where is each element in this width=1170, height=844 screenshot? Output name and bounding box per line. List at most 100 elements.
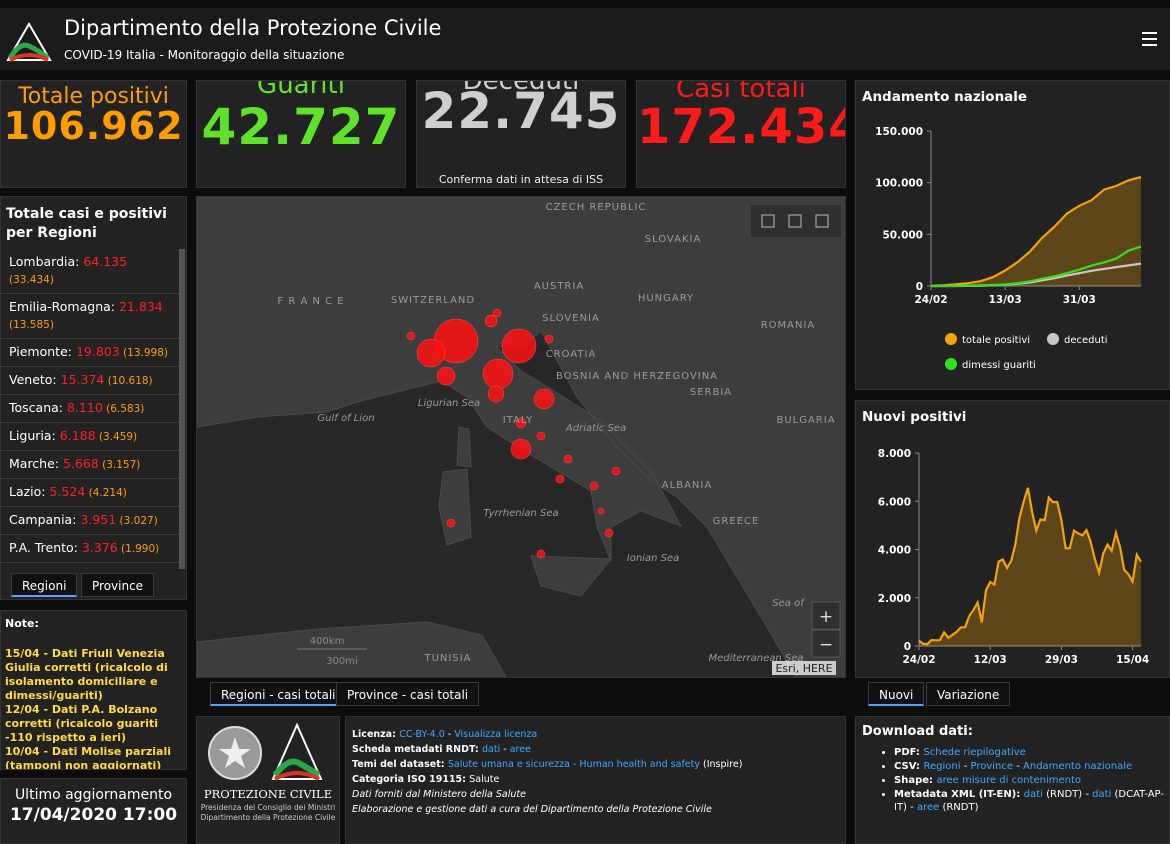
text-segment[interactable]: dati	[1092, 789, 1112, 800]
toolbar-icon	[788, 214, 802, 228]
map-label: CROATIA	[546, 349, 597, 360]
x-tick-label: 31/03	[1063, 294, 1096, 306]
map-label: GREECE	[713, 516, 760, 527]
text-segment: Metadata XML (IT-EN):	[894, 789, 1024, 800]
note-line: 10/04 - Dati Molise parziali (tamponi no…	[5, 745, 172, 770]
map-bubble	[406, 331, 416, 341]
kpi-panel: Totale positivi 106.962	[0, 80, 187, 188]
x-tick-label: 29/03	[1045, 654, 1078, 666]
region-positive: (6.583)	[102, 403, 145, 415]
text-segment: CSV:	[894, 761, 924, 772]
text-segment[interactable]: dati	[482, 744, 501, 755]
y-tick-label: 6.000	[878, 496, 911, 508]
zoom-label[interactable]: −	[819, 635, 833, 655]
text-segment[interactable]: Province	[970, 761, 1014, 772]
regions-tab[interactable]: Province	[81, 573, 155, 597]
logo-name: PROTEZIONE CIVILE	[203, 787, 333, 801]
kpi-panel: Guariti 42.727	[196, 80, 406, 188]
region-positive: (3.459)	[95, 431, 138, 443]
map-tab[interactable]: Province - casi totali	[336, 682, 480, 706]
region-positive: (4.214)	[85, 487, 127, 499]
menu-button[interactable]	[1140, 30, 1160, 48]
region-total: 64.135	[83, 254, 128, 269]
region-row: Veneto: 15.374 (10.618)	[1, 367, 179, 395]
region-name: Puglia:	[9, 568, 55, 569]
text-segment[interactable]: Andamento nazionale	[1023, 761, 1133, 772]
map-label: F R A N C E	[277, 296, 344, 307]
region-name: Emilia-Romagna:	[9, 299, 119, 314]
y-tick-label: 0	[916, 281, 923, 293]
series-area	[931, 177, 1141, 286]
text-line: Licenza: CC-BY-4.0 - Visualizza licenza	[352, 727, 742, 742]
text-line: Dati forniti dal Ministero della Salute	[352, 787, 742, 802]
region-positive: (10.618)	[104, 375, 153, 387]
region-row: Lazio: 5.524 (4.214)	[1, 479, 179, 507]
text-segment: Licenza:	[352, 729, 400, 740]
download-item: Shape: aree misure di contenimento	[894, 774, 1164, 787]
map-bubble	[510, 438, 532, 460]
map-label: HUNGARY	[638, 293, 694, 304]
text-segment[interactable]: aree	[509, 744, 531, 755]
header: Dipartimento della Protezione Civile COV…	[0, 8, 1170, 70]
region-positive: (13.585)	[9, 302, 167, 331]
text-segment: Elaborazione e gestione dati a cura del …	[352, 804, 712, 815]
logos	[208, 722, 323, 781]
regions-tab[interactable]: Regioni	[11, 573, 78, 597]
map-bubble	[515, 417, 527, 429]
x-tick-label: 15/04	[1116, 654, 1149, 666]
text-segment: (DCAT-AP-IT) -	[894, 789, 1164, 813]
series-line	[931, 245, 1142, 288]
text-segment[interactable]: Visualizza licenza	[454, 729, 538, 740]
map-bubble	[482, 358, 514, 390]
text-segment[interactable]: Salute umana e sicurezza - Human health …	[447, 759, 700, 770]
region-total: 6.188	[59, 428, 96, 443]
map-bubble	[492, 308, 502, 318]
map[interactable]: CZECH REPUBLIC SLOVAKIA AUSTRIA HUNGARY F R …	[197, 197, 846, 678]
map-label: SWITZERLAND	[391, 295, 475, 306]
map-label: SERBIA	[690, 387, 732, 398]
map-toolbar	[751, 205, 841, 237]
map-bubble	[597, 507, 605, 515]
map-label: TUNISIA	[424, 653, 472, 664]
x-tick-label: 12/03	[974, 654, 1007, 666]
map-label: ROMANIA	[761, 320, 816, 331]
text-segment: Categoria ISO 19115:	[352, 774, 470, 785]
map-panel: CZECH REPUBLIC SLOVAKIA AUSTRIA HUNGARY F R …	[196, 196, 846, 678]
text-segment[interactable]: aree misure di contenimento	[936, 775, 1082, 786]
map-bubble	[436, 366, 456, 386]
map-label: Sea of	[772, 598, 805, 609]
text-segment[interactable]: Schede riepilogative	[923, 747, 1026, 758]
chart-tab[interactable]: Nuovi	[868, 682, 925, 706]
region-row: Marche: 5.668 (3.157)	[1, 451, 179, 479]
text-segment[interactable]: Regioni	[923, 761, 961, 772]
map-label: Gulf of Lion	[317, 413, 374, 424]
region-name: Piemonte:	[9, 344, 76, 359]
region-name: Lazio:	[9, 484, 50, 499]
land	[197, 197, 845, 677]
text-segment[interactable]: dati	[1023, 789, 1043, 800]
zoom-button	[811, 629, 841, 658]
map-tab[interactable]: Regioni - casi totali	[210, 682, 347, 706]
chart-tab[interactable]: Variazione	[926, 682, 1011, 706]
chart-title: Nuovi positivi	[862, 409, 966, 425]
map-bubble	[555, 474, 565, 484]
text-segment: Temi del dataset:	[352, 759, 448, 770]
zoom-label[interactable]: +	[819, 607, 833, 627]
legend-label: deceduti	[1064, 335, 1108, 346]
x-tick-label: 13/03	[989, 294, 1022, 306]
map-label: ALBANIA	[662, 480, 712, 491]
license-panel: Licenza: CC-BY-4.0 - Visualizza licenza S…	[345, 716, 846, 844]
region-total: 3.327	[55, 568, 91, 569]
legend-label: totale positivi	[962, 335, 1030, 346]
map-label: BULGARIA	[776, 415, 835, 426]
header-subtitle: COVID-19 Italia - Monitoraggio della sit…	[64, 48, 345, 62]
attribution-box	[772, 661, 836, 675]
zoom-button	[811, 601, 841, 630]
pc-green	[272, 758, 321, 778]
text-segment[interactable]: aree	[916, 802, 940, 813]
text-segment: -	[960, 761, 971, 772]
region-name: Lombardia:	[9, 254, 84, 269]
region-row: Emilia-Romagna: 21.834 (13.585)	[1, 294, 179, 339]
region-positive: (33.434)	[9, 257, 131, 286]
text-segment[interactable]: CC-BY-4.0	[399, 729, 445, 740]
